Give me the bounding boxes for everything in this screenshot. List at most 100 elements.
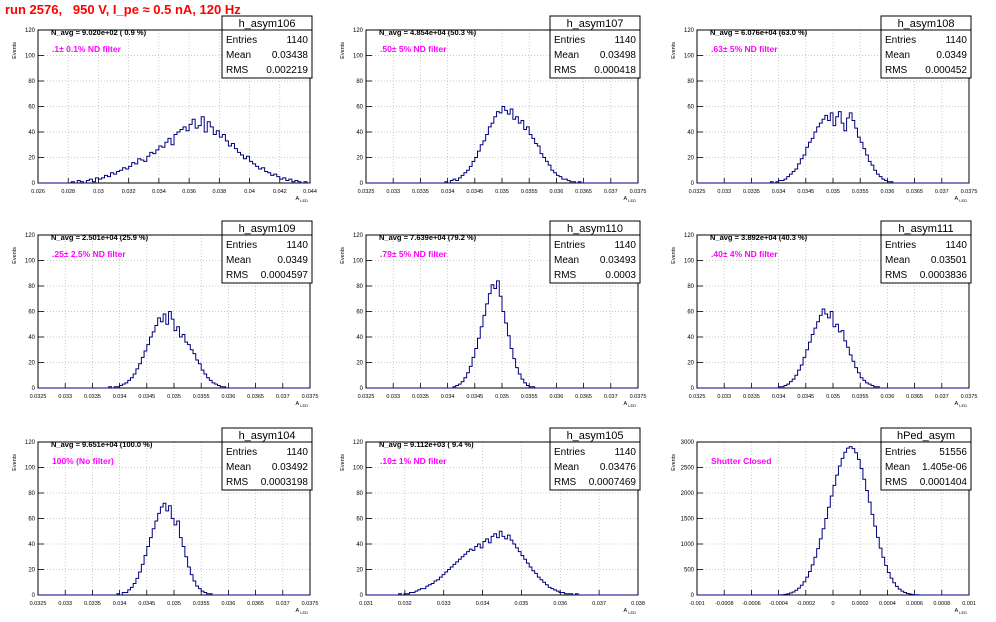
y-tick-label: 40 bbox=[356, 542, 363, 548]
filter-annotation: .10± 1% ND filter bbox=[380, 456, 447, 466]
x-tick-label: 0.034 bbox=[113, 601, 127, 607]
y-axis-title: Events bbox=[671, 454, 677, 471]
x-tick-label: 0.033 bbox=[717, 394, 731, 400]
x-tick-label: 0.037 bbox=[604, 394, 618, 400]
x-tick-label: 0.0355 bbox=[521, 189, 538, 195]
x-tick-label: 0.034 bbox=[772, 394, 786, 400]
stat-value-rms: 0.0007469 bbox=[589, 477, 637, 488]
stat-label-mean: Mean bbox=[226, 462, 251, 473]
filter-annotation: .50± 5% ND filter bbox=[380, 44, 447, 54]
x-tick-label: 0.0008 bbox=[933, 601, 950, 607]
x-axis-title-sub: LED bbox=[300, 610, 308, 615]
stat-value-rms: 0.000418 bbox=[594, 65, 636, 76]
x-tick-label: 0.0365 bbox=[575, 189, 592, 195]
stat-value-rms: 0.0003 bbox=[605, 270, 636, 281]
histogram-panel: 0.0325 0.033 0.0335 0.034 0.0345 0.035 0.0355 0… bbox=[671, 220, 978, 408]
stat-label-entries: Entries bbox=[885, 447, 916, 458]
y-tick-label: 60 bbox=[687, 310, 694, 316]
x-tick-label: 0.0375 bbox=[302, 601, 319, 607]
x-tick-label: 0.033 bbox=[717, 189, 731, 195]
stat-label-mean: Mean bbox=[226, 255, 251, 266]
stats-box bbox=[549, 441, 641, 491]
x-tick-label: 0.036 bbox=[553, 601, 567, 607]
stat-value-entries: 1140 bbox=[945, 35, 967, 46]
histogram-panel: 0.0325 0.033 0.0335 0.034 0.0345 0.035 0.0355 0… bbox=[12, 427, 319, 615]
x-axis-title: ALED bbox=[955, 196, 968, 203]
stat-label-mean: Mean bbox=[885, 255, 910, 266]
x-tick-label: 0.0355 bbox=[852, 394, 869, 400]
y-tick-label: 80 bbox=[687, 79, 694, 85]
x-tick-label: 0.034 bbox=[441, 189, 455, 195]
stat-label-rms: RMS bbox=[226, 270, 249, 281]
y-tick-label: 1500 bbox=[681, 517, 695, 523]
histogram-title: h_asym106 bbox=[239, 18, 296, 30]
stat-label-entries: Entries bbox=[554, 447, 585, 458]
x-axis-title-sub: LED bbox=[300, 403, 308, 408]
x-axis-title-sub: LED bbox=[628, 198, 636, 203]
x-tick-label: 0.036 bbox=[881, 394, 895, 400]
x-tick-label: -0.0008 bbox=[715, 601, 734, 607]
x-tick-label: 0.0375 bbox=[961, 394, 978, 400]
stat-label-mean: Mean bbox=[554, 462, 579, 473]
x-axis-title: ALED bbox=[296, 401, 309, 408]
x-axis-title: ALED bbox=[624, 196, 637, 203]
x-tick-label: 0.0325 bbox=[358, 394, 375, 400]
histogram-panel: 0.026 0.028 0.03 0.032 0.034 0.036 0.038 0.04 0.… bbox=[12, 15, 317, 203]
stat-value-rms: 0.0004597 bbox=[261, 270, 309, 281]
x-tick-label: 0.0325 bbox=[358, 189, 375, 195]
x-tick-label: 0.033 bbox=[437, 601, 451, 607]
stat-label-mean: Mean bbox=[554, 255, 579, 266]
histogram-series bbox=[697, 308, 969, 389]
stat-label-entries: Entries bbox=[885, 240, 916, 251]
x-tick-label: 0.0325 bbox=[689, 394, 706, 400]
stats-box bbox=[221, 234, 313, 284]
stat-label-rms: RMS bbox=[554, 65, 577, 76]
stats-box bbox=[549, 29, 641, 79]
x-tick-label: 0.035 bbox=[826, 394, 840, 400]
y-tick-label: 80 bbox=[356, 491, 363, 497]
y-tick-label: 100 bbox=[25, 259, 36, 265]
x-tick-label: 0.042 bbox=[273, 189, 287, 195]
x-tick-label: 0.0375 bbox=[630, 189, 647, 195]
y-tick-label: 20 bbox=[687, 156, 694, 162]
stat-value-entries: 1140 bbox=[945, 240, 967, 251]
filter-annotation: .79± 5% ND filter bbox=[380, 249, 447, 259]
y-tick-label: 100 bbox=[684, 54, 695, 60]
stat-value-rms: 0.0001404 bbox=[920, 477, 968, 488]
y-tick-label: 20 bbox=[28, 568, 35, 574]
x-axis-title-sub: LED bbox=[959, 198, 967, 203]
stat-value-mean: 0.03492 bbox=[272, 462, 309, 473]
x-axis-title-sub: LED bbox=[959, 403, 967, 408]
x-tick-label: 0.034 bbox=[113, 394, 127, 400]
x-axis-title-main: A bbox=[624, 401, 628, 407]
y-tick-label: 100 bbox=[25, 54, 36, 60]
stat-value-mean: 1.405e-06 bbox=[922, 462, 967, 473]
histogram-series bbox=[366, 106, 638, 184]
stat-value-entries: 1140 bbox=[614, 35, 636, 46]
x-tick-label: 0.032 bbox=[398, 601, 412, 607]
y-tick-label: 60 bbox=[28, 310, 35, 316]
x-axis-title: ALED bbox=[296, 608, 309, 615]
y-tick-label: 0 bbox=[32, 593, 36, 599]
x-tick-label: 0.038 bbox=[212, 189, 226, 195]
x-tick-label: 0.038 bbox=[631, 601, 645, 607]
stat-value-mean: 0.03476 bbox=[600, 462, 637, 473]
x-tick-label: 0.0335 bbox=[412, 394, 429, 400]
x-tick-label: 0.0325 bbox=[30, 601, 47, 607]
y-tick-label: 2000 bbox=[681, 491, 695, 497]
x-tick-label: 0.033 bbox=[386, 189, 400, 195]
y-tick-label: 60 bbox=[356, 517, 363, 523]
filter-annotation: .1± 0.1% ND filter bbox=[52, 44, 122, 54]
x-tick-label: 0.0375 bbox=[630, 394, 647, 400]
y-tick-label: 40 bbox=[356, 335, 363, 341]
y-axis-title: Events bbox=[12, 247, 18, 264]
navg-label: N_avg = 2.501e+04 (25.9 %) bbox=[51, 233, 149, 242]
x-tick-label: 0.036 bbox=[550, 189, 564, 195]
stat-value-rms: 0.0003836 bbox=[920, 270, 968, 281]
x-tick-label: 0.03 bbox=[93, 189, 104, 195]
x-axis-title-main: A bbox=[296, 401, 300, 407]
histogram-series bbox=[38, 311, 310, 389]
y-tick-label: 1000 bbox=[681, 542, 695, 548]
y-tick-label: 120 bbox=[684, 28, 695, 34]
